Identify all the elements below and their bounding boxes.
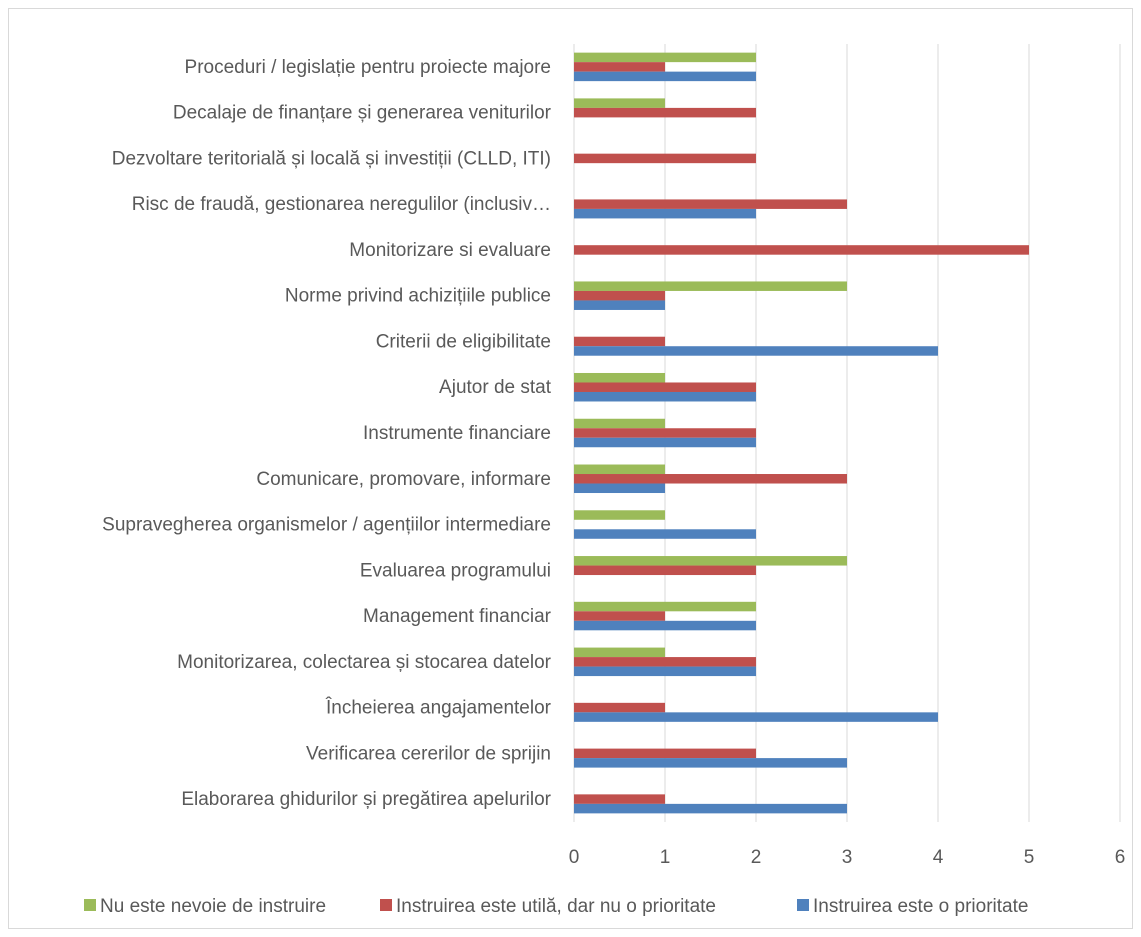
bar [574, 372, 665, 383]
gridlines [573, 44, 1121, 822]
bar [574, 702, 665, 713]
legend-swatch [380, 899, 392, 911]
bar [574, 565, 756, 576]
bar [574, 382, 756, 392]
chart-frame [8, 8, 1133, 929]
category-label: Verificarea cererilor de sprijin [306, 743, 551, 764]
x-tick-label: 4 [933, 847, 944, 868]
category-label: Criterii de eligibilitate [376, 331, 551, 352]
bar [574, 437, 756, 448]
legend-label: Instruirea este utilă, dar nu o priorita… [396, 896, 716, 917]
category-label: Elaborarea ghidurilor și pregătirea apel… [181, 789, 551, 810]
category-label: Monitorizare si evaluare [349, 240, 551, 261]
bar [574, 483, 665, 494]
bar [574, 464, 665, 475]
bar [574, 611, 665, 621]
bar [574, 748, 756, 759]
bar [574, 601, 756, 612]
x-tick-label: 0 [569, 847, 580, 868]
bar [574, 794, 665, 804]
bar [574, 803, 847, 814]
category-label: Încheierea angajamentelor [325, 697, 552, 719]
bar [574, 98, 665, 108]
category-label: Evaluarea programului [360, 560, 551, 581]
category-label: Management financiar [363, 606, 552, 627]
bar [574, 300, 665, 310]
bar [574, 657, 756, 667]
bar [574, 208, 756, 219]
category-label: Ajutor de stat [439, 377, 552, 398]
bar [574, 510, 665, 520]
bar [574, 391, 756, 402]
bar [574, 666, 756, 677]
bar [574, 712, 938, 722]
bar [574, 153, 756, 164]
bar [574, 52, 756, 63]
x-tick-label: 3 [842, 847, 853, 868]
legend: Nu este nevoie de instruire Instruirea es… [84, 896, 1028, 917]
bar [574, 346, 938, 356]
x-tick-label: 2 [751, 847, 762, 868]
bar [574, 71, 756, 82]
category-label: Monitorizarea, colectarea și stocarea da… [177, 652, 552, 673]
bar [574, 281, 847, 291]
bar [574, 107, 756, 118]
legend-label: Instruirea este o prioritate [813, 896, 1028, 917]
category-label: Supravegherea organismelor / agențiilor … [102, 515, 551, 536]
category-label: Risc de fraudă, gestionarea neregulilor … [132, 194, 551, 215]
category-label: Decalaje de finanțare și generarea venit… [173, 103, 552, 124]
bar [574, 418, 665, 429]
bar [574, 290, 665, 301]
category-labels: Proceduri / legislație pentru proiecte m… [102, 57, 552, 810]
category-label: Comunicare, promovare, informare [256, 469, 551, 490]
bar [574, 529, 756, 539]
category-label: Proceduri / legislație pentru proiecte m… [185, 57, 551, 78]
bars [574, 52, 1029, 814]
category-label: Norme privind achizițiile publice [285, 286, 551, 307]
bar [574, 620, 756, 631]
category-label: Instrumente financiare [363, 423, 551, 444]
bar [574, 336, 665, 347]
x-tick-labels: 0 1 2 3 4 5 6 [569, 847, 1126, 868]
bar [574, 62, 665, 72]
bar [574, 758, 847, 768]
x-tick-label: 1 [660, 847, 671, 868]
bar [574, 428, 756, 438]
bar [574, 199, 847, 209]
legend-swatch [84, 899, 96, 911]
bar [574, 556, 847, 566]
bar [574, 647, 665, 658]
legend-label: Nu este nevoie de instruire [100, 896, 326, 917]
x-tick-label: 6 [1115, 847, 1126, 868]
bar [574, 245, 1029, 255]
bar [574, 474, 847, 484]
legend-swatch [797, 899, 809, 911]
category-label: Dezvoltare teritorială și locală și inve… [112, 148, 551, 169]
x-tick-label: 5 [1024, 847, 1035, 868]
